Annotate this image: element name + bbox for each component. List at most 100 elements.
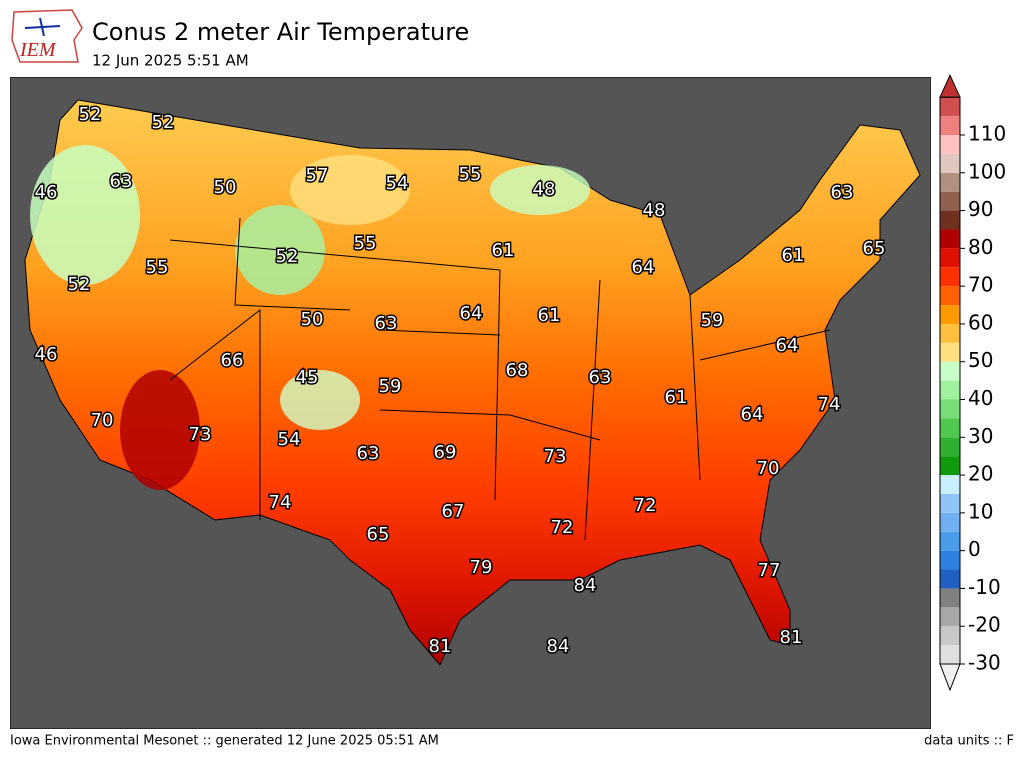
temperature-label: 63 bbox=[110, 171, 133, 192]
temperature-label: 57 bbox=[306, 165, 329, 186]
temperature-label: 52 bbox=[79, 104, 102, 125]
colorbar-tick-label: 10 bbox=[968, 499, 993, 523]
colorbar-tick-label: 110 bbox=[968, 122, 1006, 146]
colorbar-tick-label: 70 bbox=[968, 273, 993, 297]
temperature-label: 50 bbox=[301, 309, 324, 330]
temperature-label: 66 bbox=[221, 350, 244, 371]
colorbar-band bbox=[940, 116, 960, 135]
colorbar-band bbox=[940, 191, 960, 211]
colorbar-tick-label: 60 bbox=[968, 310, 993, 334]
colorbar-band bbox=[940, 512, 960, 532]
footer-right: data units :: F bbox=[924, 734, 1014, 749]
temperature-label: 70 bbox=[91, 410, 114, 431]
temperature-label: 67 bbox=[442, 501, 465, 522]
colorbar-band bbox=[940, 210, 960, 230]
mild-area bbox=[290, 155, 410, 225]
temperature-label: 64 bbox=[632, 257, 655, 278]
temperature-label: 73 bbox=[189, 424, 212, 445]
colorbar-min-arrow bbox=[939, 663, 961, 692]
colorbar-band bbox=[940, 135, 960, 154]
colorbar-band bbox=[940, 607, 960, 627]
colorbar-tick-label: 100 bbox=[968, 159, 1006, 183]
temperature-label: 61 bbox=[538, 305, 561, 326]
colorbar-band bbox=[940, 248, 960, 268]
temperature-label: 79 bbox=[470, 557, 493, 578]
temperature-label: 55 bbox=[459, 164, 482, 185]
colorbar-band bbox=[940, 456, 960, 476]
state-borders bbox=[169, 217, 831, 541]
colorbar-tick-label: 30 bbox=[968, 424, 993, 448]
colorbar-band bbox=[940, 569, 960, 589]
colorbar-band bbox=[940, 153, 960, 173]
colorbar-tick-label: 80 bbox=[968, 235, 993, 259]
temperature-label: 65 bbox=[367, 524, 390, 545]
temperature-label: 72 bbox=[551, 517, 574, 538]
subtitle: 12 Jun 2025 5:51 AM bbox=[92, 52, 249, 70]
temperature-label: 63 bbox=[589, 367, 612, 388]
colorbar-band bbox=[940, 475, 960, 494]
colorbar-band bbox=[940, 323, 960, 343]
temperature-label: 63 bbox=[375, 313, 398, 334]
temperature-label: 65 bbox=[863, 238, 886, 259]
temperature-label: 52 bbox=[276, 246, 299, 267]
colorbar-band bbox=[940, 531, 960, 551]
colorbar-band bbox=[940, 286, 960, 306]
colorbar-band bbox=[940, 267, 960, 287]
cool-area bbox=[280, 370, 360, 430]
temperature-label: 63 bbox=[831, 182, 854, 203]
temperature-label: 81 bbox=[780, 627, 803, 648]
temperature-label: 46 bbox=[35, 182, 58, 203]
colorbar-band bbox=[940, 588, 960, 608]
colorbar-band bbox=[940, 645, 960, 664]
colorbar-band bbox=[940, 361, 960, 381]
temperature-label: 81 bbox=[429, 636, 452, 657]
colorbar-band bbox=[940, 437, 960, 457]
temperature-label: 45 bbox=[296, 367, 319, 388]
temperature-label: 50 bbox=[214, 177, 237, 198]
colorbar-frame bbox=[939, 96, 961, 665]
temperature-label: 59 bbox=[379, 376, 402, 397]
temperature-label: 61 bbox=[665, 387, 688, 408]
hot-area bbox=[120, 370, 200, 490]
temperature-label: 52 bbox=[152, 112, 175, 133]
temperature-label: 70 bbox=[757, 458, 780, 479]
colorbar-tick-label: -30 bbox=[968, 651, 1001, 675]
colorbar-tick-label: 0 bbox=[968, 537, 981, 561]
colorbar-band bbox=[940, 172, 960, 192]
temperature-label: 48 bbox=[643, 200, 666, 221]
logo-text: IEM bbox=[19, 39, 57, 61]
temperature-label: 61 bbox=[782, 245, 805, 266]
colorbar-band bbox=[940, 305, 960, 324]
colorbar-band bbox=[940, 97, 960, 117]
colorbar-tick-label: 50 bbox=[968, 348, 993, 372]
temperature-label: 46 bbox=[35, 344, 58, 365]
temperature-label: 48 bbox=[533, 179, 556, 200]
cool-area bbox=[490, 165, 590, 215]
temperature-label: 74 bbox=[269, 492, 292, 513]
colorbar-band bbox=[940, 229, 960, 249]
colorbar-tick-label: 40 bbox=[968, 386, 993, 410]
colorbar-max-arrow bbox=[939, 74, 961, 98]
temperature-label: 55 bbox=[146, 257, 169, 278]
colorbar-tick-label: -10 bbox=[968, 575, 1001, 599]
temperature-label: 63 bbox=[357, 443, 380, 464]
temperature-label: 68 bbox=[506, 360, 529, 381]
colorbar-band bbox=[940, 493, 960, 513]
colorbar-tick-label: 90 bbox=[968, 197, 993, 221]
temperature-label: 64 bbox=[741, 404, 764, 425]
colorbar-tick-label: -20 bbox=[968, 613, 1001, 637]
temperature-label: 52 bbox=[68, 274, 91, 295]
temperature-label: 55 bbox=[354, 233, 377, 254]
temperature-label: 59 bbox=[701, 310, 724, 331]
temperature-label: 73 bbox=[544, 446, 567, 467]
footer-left: Iowa Environmental Mesonet :: generated … bbox=[10, 734, 439, 749]
temperature-label: 54 bbox=[278, 429, 301, 450]
logo: IEM bbox=[11, 9, 83, 63]
temperature-label: 61 bbox=[492, 240, 515, 261]
temperature-label: 69 bbox=[434, 442, 457, 463]
temperature-label: 54 bbox=[386, 173, 409, 194]
colorbar: -30 -20 -10 0 10 20 30 40 50 60 70 80 90 100 110 bbox=[939, 74, 1006, 692]
temperature-label: 64 bbox=[776, 335, 799, 356]
temperature-label: 74 bbox=[818, 394, 841, 415]
